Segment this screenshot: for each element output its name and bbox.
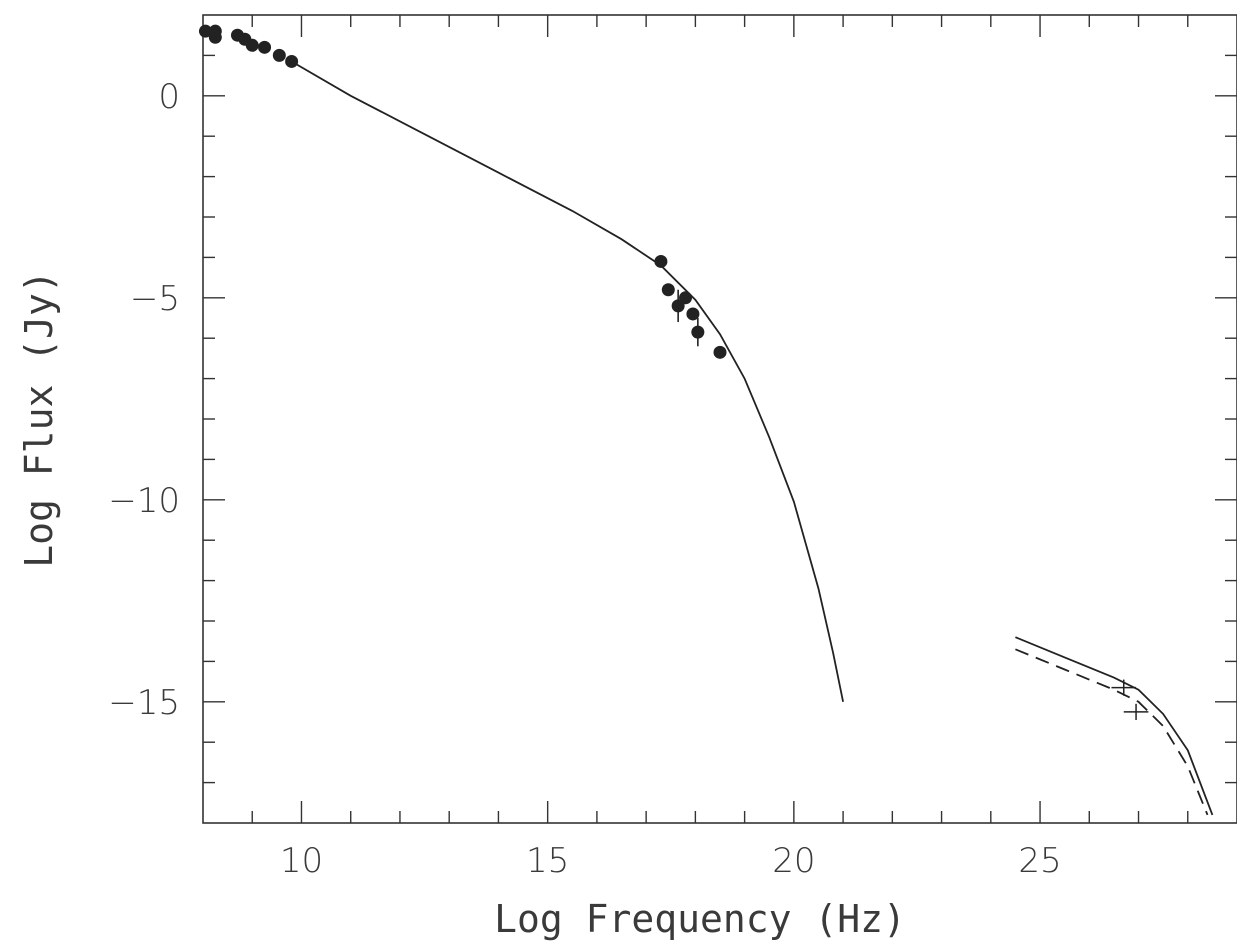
x-axis-title: Log Frequency (Hz) bbox=[494, 897, 906, 941]
data-point bbox=[654, 254, 668, 268]
y-axis-title: Log Flux (Jy) bbox=[17, 270, 61, 567]
x-tick-label: 20 bbox=[772, 841, 815, 881]
model-curve bbox=[291, 60, 844, 702]
data-point bbox=[258, 40, 272, 54]
data-points bbox=[198, 24, 1149, 720]
plot-frame bbox=[202, 14, 1237, 824]
model-curve-dashed bbox=[1015, 648, 1209, 816]
data-point bbox=[245, 38, 259, 52]
data-point bbox=[285, 54, 299, 68]
data-point bbox=[272, 48, 286, 62]
x-tick-label: 10 bbox=[280, 841, 323, 881]
model-curve bbox=[1015, 636, 1214, 816]
y-tick-label: −5 bbox=[130, 279, 180, 319]
x-tick-label: 25 bbox=[1018, 841, 1061, 881]
axis-ticks bbox=[203, 15, 1237, 823]
data-point bbox=[713, 345, 727, 359]
axis-tick-labels: 10 15 20 25 0 −5 −10 −15 bbox=[108, 77, 1061, 881]
model-curves bbox=[291, 60, 1214, 816]
data-point bbox=[691, 325, 705, 339]
data-point bbox=[679, 291, 693, 305]
y-tick-label: 0 bbox=[158, 77, 180, 117]
x-tick-label: 15 bbox=[526, 841, 569, 881]
data-point bbox=[686, 307, 700, 321]
data-point bbox=[208, 30, 222, 44]
y-tick-label: −15 bbox=[108, 683, 180, 723]
data-point bbox=[661, 283, 675, 297]
y-tick-label: −10 bbox=[108, 481, 180, 521]
data-point bbox=[198, 24, 212, 38]
